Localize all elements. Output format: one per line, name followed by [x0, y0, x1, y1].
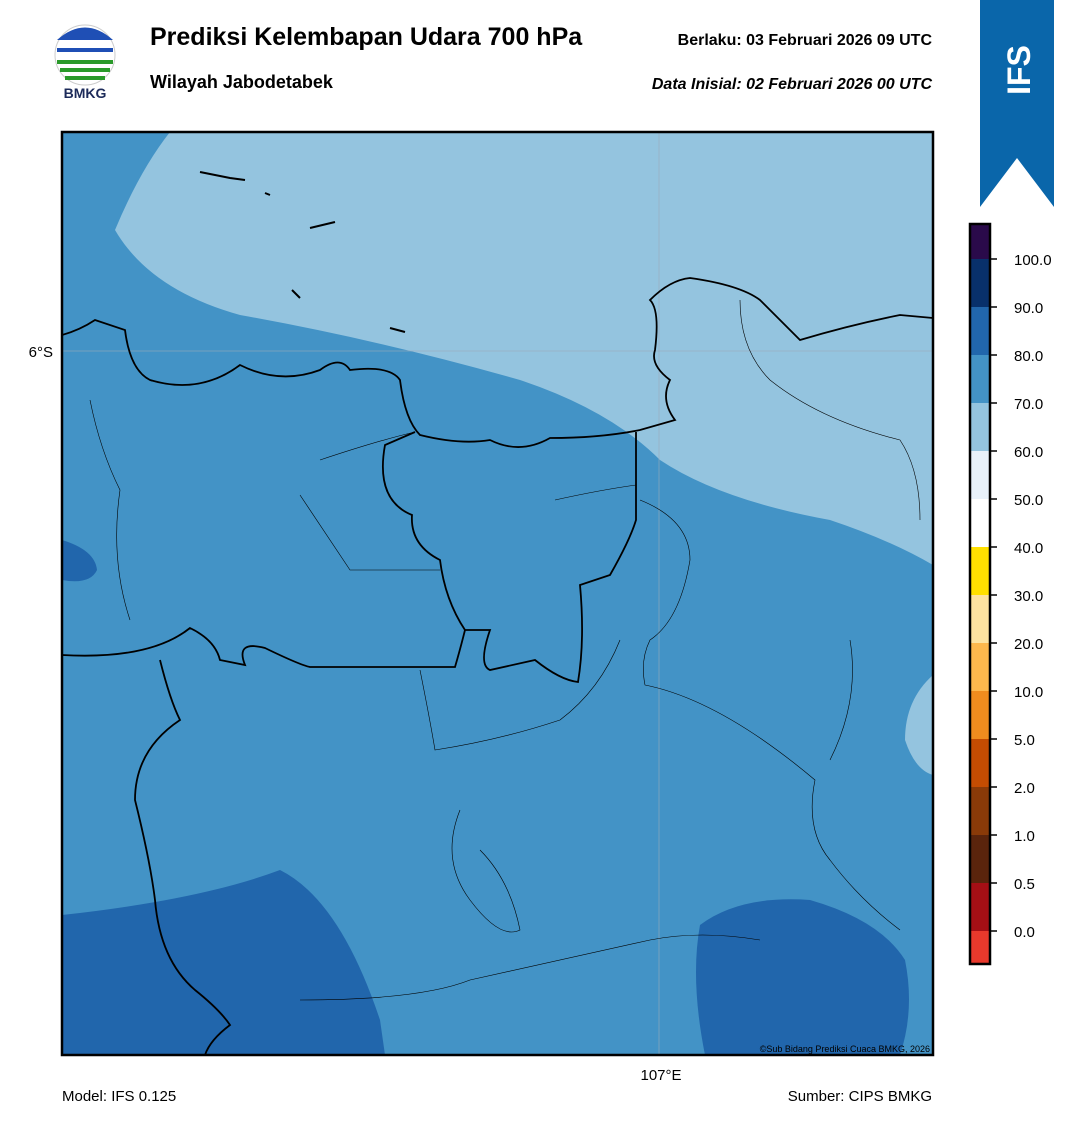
bmkg-logo: BMKG [54, 24, 116, 101]
colorbar-segment [970, 547, 990, 595]
source: Sumber: CIPS BMKG [788, 1088, 932, 1105]
colorbar-segment [970, 307, 990, 355]
colorbar-label: 0.5 [1014, 876, 1035, 893]
colorbar-segment [970, 259, 990, 307]
colorbar-segment [970, 224, 990, 259]
colorbar-segment [970, 835, 990, 883]
colorbar-label: 90.0 [1014, 300, 1043, 317]
subtitle: Wilayah Jabodetabek [150, 72, 334, 92]
colorbar-label: 100.0 [1014, 252, 1052, 269]
colorbar-label: 60.0 [1014, 444, 1043, 461]
map: ©Sub Bidang Prediksi Cuaca BMKG, 2026 [62, 132, 933, 1055]
colorbar-segment [970, 739, 990, 787]
colorbar-segment [970, 691, 990, 739]
colorbar-label: 80.0 [1014, 348, 1043, 365]
colorbar-label: 10.0 [1014, 684, 1043, 701]
colorbar-label: 40.0 [1014, 540, 1043, 557]
model: Model: IFS 0.125 [62, 1088, 176, 1105]
colorbar-label: 50.0 [1014, 492, 1043, 509]
colorbar-segment [970, 643, 990, 691]
lon-label: 107°E [640, 1067, 681, 1084]
lat-label: 6°S [29, 344, 53, 361]
colorbar-label: 70.0 [1014, 396, 1043, 413]
colorbar-label: 30.0 [1014, 588, 1043, 605]
colorbar-label: 1.0 [1014, 828, 1035, 845]
colorbar-segment [970, 787, 990, 835]
colorbar-label: 20.0 [1014, 636, 1043, 653]
colorbar-segment [970, 403, 990, 451]
colorbar-segment [970, 451, 990, 499]
initial-time: Data Inisial: 02 Februari 2026 00 UTC [652, 76, 933, 93]
logo-text: BMKG [64, 85, 107, 101]
title: Prediksi Kelembapan Udara 700 hPa [150, 23, 583, 51]
ifs-badge: IFS [980, 0, 1054, 207]
colorbar-segment [970, 883, 990, 931]
badge-text: IFS [1001, 45, 1037, 95]
colorbar-label: 5.0 [1014, 732, 1035, 749]
valid-time: Berlaku: 03 Februari 2026 09 UTC [678, 32, 933, 49]
colorbar-segment [970, 355, 990, 403]
colorbar-label: 0.0 [1014, 924, 1035, 941]
colorbar-segment [970, 499, 990, 547]
colorbar-frame [968, 222, 992, 966]
map-frame [60, 130, 935, 1057]
colorbar-label: 2.0 [1014, 780, 1035, 797]
colorbar: 0.0 0.5 1.0 2.0 5.0 10.0 20.0 30.0 40.0 50.0 60.0 7… [968, 222, 1052, 966]
credit: ©Sub Bidang Prediksi Cuaca BMKG, 2026 [760, 1044, 930, 1054]
colorbar-segment [970, 595, 990, 643]
colorbar-segment [970, 931, 990, 964]
